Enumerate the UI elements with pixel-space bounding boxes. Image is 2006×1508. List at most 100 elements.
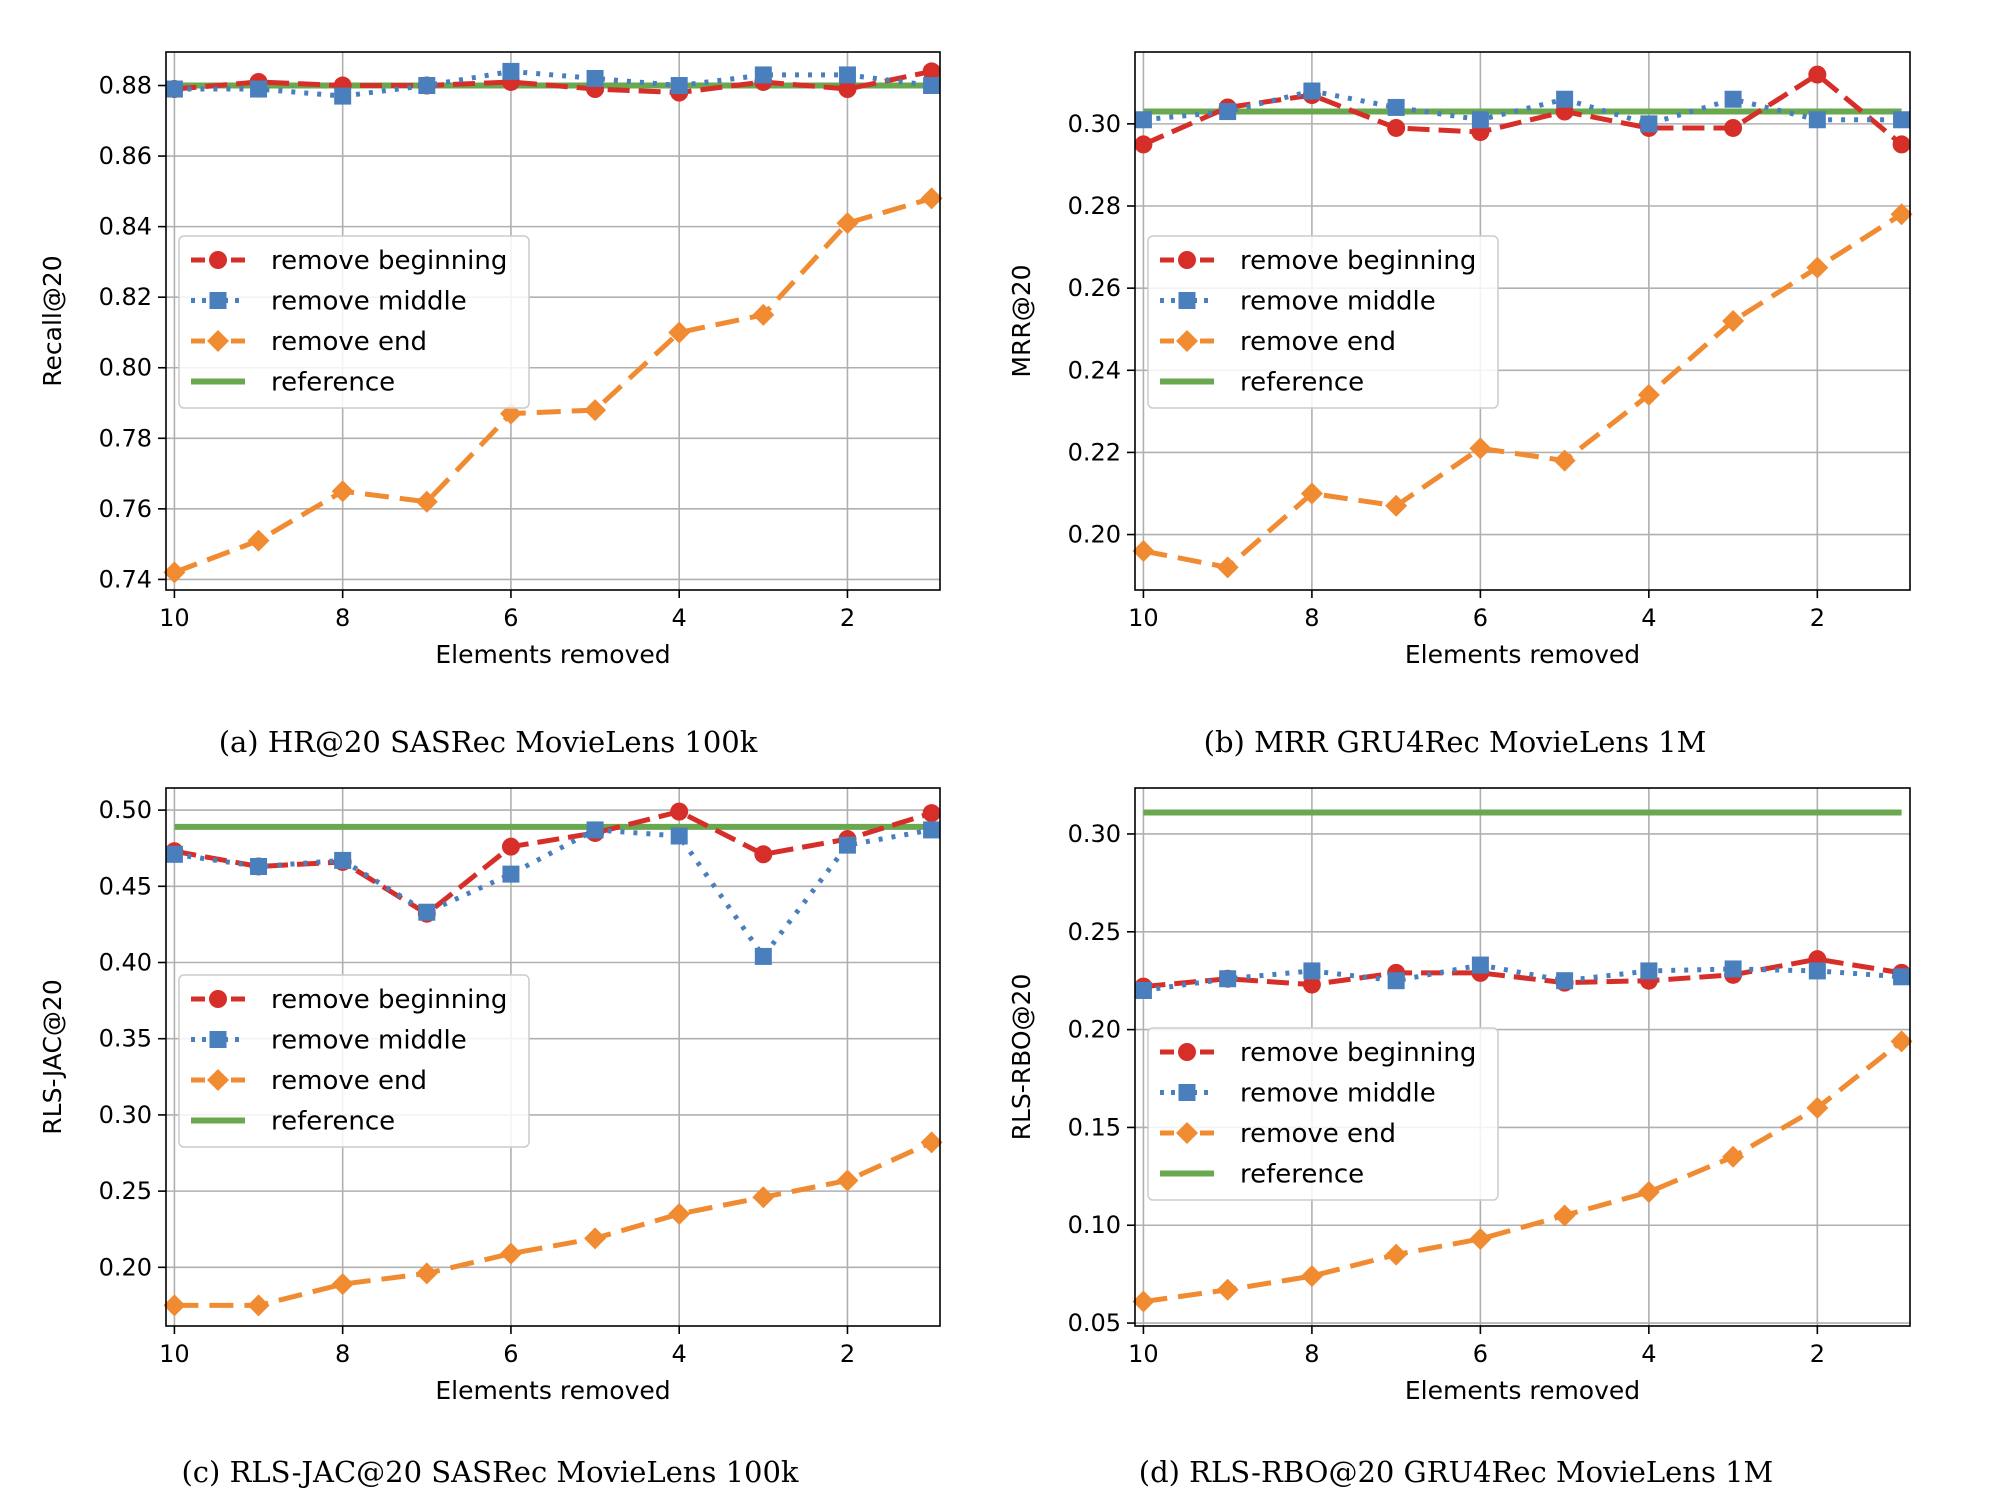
x-tick-label: 4: [672, 604, 687, 632]
data-point-remove-middle: [1471, 111, 1489, 129]
data-point-remove-middle: [754, 66, 772, 84]
chart-rls-rbo-gru4rec: 10 8 6 4 2 0.05 0.10 0.15 0.20 0.25 0.30 Elements r…: [1007, 787, 1913, 1405]
legend-label-remove-end: remove end: [1240, 1119, 1396, 1149]
data-point-remove-end: [1216, 1278, 1239, 1301]
y-tick-label: 0.50: [99, 796, 152, 824]
data-point-remove-middle: [418, 77, 436, 95]
legend-label-remove-middle: remove middle: [271, 287, 467, 317]
data-point-remove-end: [1806, 256, 1829, 279]
legend-label-remove-beginning: remove beginning: [271, 985, 507, 1015]
series-line-remove-end: [173, 196, 933, 575]
x-tick-label: 6: [503, 1340, 518, 1368]
data-point-remove-middle: [1387, 972, 1405, 990]
legend-label-reference: reference: [1240, 1160, 1364, 1190]
caption-d: (d) RLS-RBO@20 GRU4Rec MovieLens 1M: [1139, 1455, 1773, 1489]
x-tick-label: 6: [503, 604, 518, 632]
y-tick-label: 0.20: [99, 1253, 152, 1281]
data-point-remove-middle: [1219, 970, 1237, 988]
legend-marker-remove-beginning: [209, 251, 227, 269]
legend-marker-remove-end: [207, 1069, 229, 1091]
data-point-remove-end: [331, 480, 354, 503]
data-point-remove-end: [331, 1273, 354, 1296]
data-point-remove-end: [1722, 1145, 1745, 1168]
data-point-remove-end: [1132, 539, 1155, 562]
legend-marker-remove-beginning: [1178, 1043, 1196, 1061]
data-point-remove-middle: [670, 77, 688, 95]
y-tick-label: 0.45: [99, 872, 152, 900]
x-tick-label: 6: [1473, 604, 1488, 632]
x-axis-label: Elements removed: [1405, 640, 1640, 669]
y-tick-label: 0.26: [1068, 274, 1121, 302]
data-point-remove-end: [584, 1227, 607, 1250]
data-point-remove-middle: [1640, 115, 1658, 133]
data-point-remove-middle: [165, 845, 183, 863]
y-tick-label: 0.35: [99, 1025, 152, 1053]
data-point-remove-end: [1385, 1243, 1408, 1266]
x-tick-label: 8: [1304, 604, 1319, 632]
data-point-remove-end: [584, 399, 607, 422]
data-point-remove-end: [1722, 310, 1745, 332]
data-point-remove-end: [1553, 1204, 1576, 1227]
x-tick-label: 4: [1641, 604, 1656, 632]
data-point-remove-middle: [1724, 90, 1742, 108]
data-point-remove-middle: [670, 827, 688, 845]
data-point-remove-middle: [838, 836, 856, 854]
y-tick-label: 0.86: [99, 142, 152, 170]
legend-label-remove-end: remove end: [1240, 327, 1396, 357]
data-point-remove-middle: [334, 87, 352, 105]
data-point-remove-middle: [586, 69, 604, 87]
x-axis-label: Elements removed: [1405, 1376, 1640, 1405]
y-tick-label: 0.78: [99, 424, 152, 452]
y-tick-label: 0.22: [1068, 438, 1121, 466]
x-tick-label: 8: [335, 1340, 350, 1368]
legend-box: [178, 235, 530, 409]
y-tick-label: 0.82: [99, 283, 152, 311]
data-point-remove-end: [163, 561, 186, 584]
legend-label-remove-end: remove end: [271, 327, 427, 357]
x-tick-label: 4: [1641, 1340, 1656, 1368]
data-point-remove-end: [668, 1202, 691, 1225]
data-point-remove-beginning: [1134, 135, 1153, 154]
x-tick-label: 2: [840, 1340, 855, 1368]
data-point-remove-middle: [838, 66, 856, 84]
x-axis-label: Elements removed: [435, 640, 670, 669]
data-point-remove-end: [1469, 437, 1492, 460]
plot-frame: [1134, 51, 1911, 591]
data-point-remove-beginning: [1387, 118, 1406, 137]
y-tick-label: 0.20: [1068, 521, 1121, 549]
data-point-remove-middle: [1556, 90, 1574, 108]
legend-label-remove-end: remove end: [271, 1066, 427, 1096]
data-point-remove-beginning: [922, 62, 941, 81]
legend-box: [1147, 1027, 1499, 1201]
data-point-remove-end: [1637, 383, 1660, 406]
series-line-remove-middle: [174, 827, 933, 959]
legend-marker-remove-middle: [1178, 292, 1196, 309]
data-point-remove-end: [1300, 482, 1323, 505]
data-point-remove-middle: [1134, 981, 1152, 999]
data-point-remove-middle: [1556, 972, 1574, 990]
data-point-remove-beginning: [1808, 65, 1827, 84]
y-tick-label: 0.05: [1068, 1309, 1121, 1337]
data-point-remove-beginning: [1724, 118, 1743, 137]
data-point-remove-end: [920, 1131, 943, 1154]
data-point-remove-end: [1385, 494, 1408, 517]
data-point-remove-end: [499, 1242, 522, 1265]
data-point-remove-middle: [1134, 111, 1152, 129]
legend-marker-remove-middle: [209, 1031, 227, 1048]
data-point-remove-middle: [923, 77, 941, 95]
data-point-remove-middle: [250, 80, 268, 98]
y-tick-label: 0.10: [1068, 1211, 1121, 1239]
data-point-remove-middle: [1724, 960, 1742, 978]
x-tick-label: 2: [840, 604, 855, 632]
data-point-remove-beginning: [838, 80, 857, 99]
data-point-remove-end: [1806, 1096, 1829, 1119]
plot-frame: [1134, 787, 1911, 1327]
data-point-remove-end: [1890, 203, 1913, 226]
legend-label-remove-beginning: remove beginning: [1240, 246, 1476, 276]
legend-label-reference: reference: [1240, 368, 1364, 398]
y-tick-label: 0.74: [99, 565, 152, 593]
data-point-remove-beginning: [670, 802, 689, 821]
caption-a: (a) HR@20 SASRec MovieLens 100k: [219, 725, 758, 759]
data-point-remove-end: [415, 490, 438, 513]
